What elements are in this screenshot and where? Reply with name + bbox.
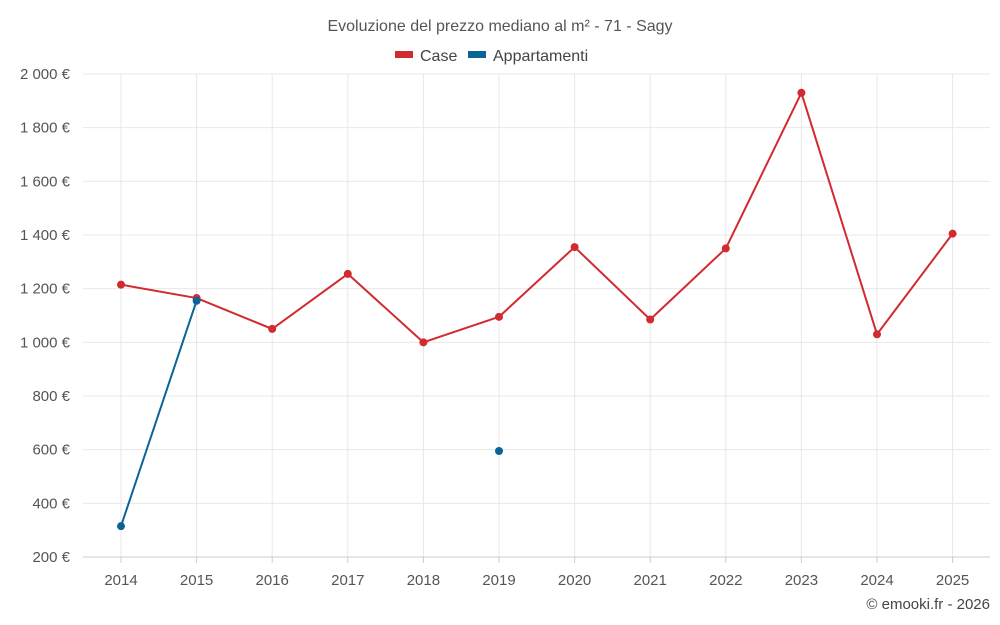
y-tick-label: 200 € (32, 549, 70, 566)
x-tick-label: 2017 (331, 572, 364, 589)
y-tick-label: 1 800 € (20, 120, 71, 137)
data-point-case[interactable] (873, 330, 881, 339)
y-tick-label: 600 € (32, 442, 70, 459)
legend-swatch-appartamenti (468, 51, 486, 58)
x-tick-label: 2015 (180, 572, 213, 589)
legend-swatch-case (395, 51, 413, 58)
x-tick-label: 2021 (634, 572, 667, 589)
legend-item-appartamenti[interactable]: Appartamenti (468, 48, 588, 65)
x-tick-label: 2018 (407, 572, 440, 589)
grid (83, 73, 990, 558)
data-point-case[interactable] (495, 312, 503, 321)
x-tick-label: 2019 (482, 572, 515, 589)
data-point-case[interactable] (570, 243, 579, 252)
y-tick-label: 1 000 € (20, 334, 71, 351)
x-tick-label: 2025 (936, 572, 969, 589)
chart-title: Evoluzione del prezzo mediano al m² - 71… (327, 18, 672, 35)
data-point-appartamenti[interactable] (192, 296, 201, 305)
x-tick-label: 2023 (785, 572, 818, 589)
data-point-case[interactable] (646, 315, 655, 324)
x-tick-label: 2020 (558, 572, 591, 589)
data-point-appartamenti[interactable] (117, 522, 125, 531)
y-tick-label: 1 400 € (20, 227, 71, 244)
data-point-case[interactable] (797, 88, 806, 97)
legend-item-case[interactable]: Case (395, 48, 457, 65)
series-line-case (120, 91, 954, 344)
data-point-case[interactable] (419, 338, 428, 347)
data-point-case[interactable] (117, 280, 125, 289)
y-tick-label: 400 € (32, 495, 70, 512)
series-line-appartamenti (120, 300, 198, 527)
data-point-case[interactable] (721, 244, 730, 253)
legend-label-appartamenti: Appartamenti (493, 48, 588, 65)
y-tick-label: 1 600 € (20, 173, 71, 190)
x-tick-label: 2014 (104, 572, 137, 589)
series (117, 88, 957, 531)
legend-label-case: Case (420, 48, 457, 65)
y-tick-label: 2 000 € (20, 66, 71, 83)
y-tick-label: 1 200 € (20, 281, 71, 298)
data-point-case[interactable] (268, 324, 277, 333)
footer-copyright: © emooki.fr - 2026 (866, 596, 990, 613)
data-point-case[interactable] (343, 269, 352, 278)
data-point-appartamenti[interactable] (495, 447, 503, 456)
x-tick-label: 2016 (256, 572, 289, 589)
legend: Case Appartamenti (395, 48, 588, 65)
x-tick-label: 2024 (860, 572, 893, 589)
y-tick-label: 800 € (32, 388, 70, 405)
x-tick-label: 2022 (709, 572, 742, 589)
data-point-case[interactable] (948, 229, 957, 238)
axes: 200 € 400 € 600 € 800 € 1 000 € 1 200 € 1 400 … (20, 66, 990, 589)
